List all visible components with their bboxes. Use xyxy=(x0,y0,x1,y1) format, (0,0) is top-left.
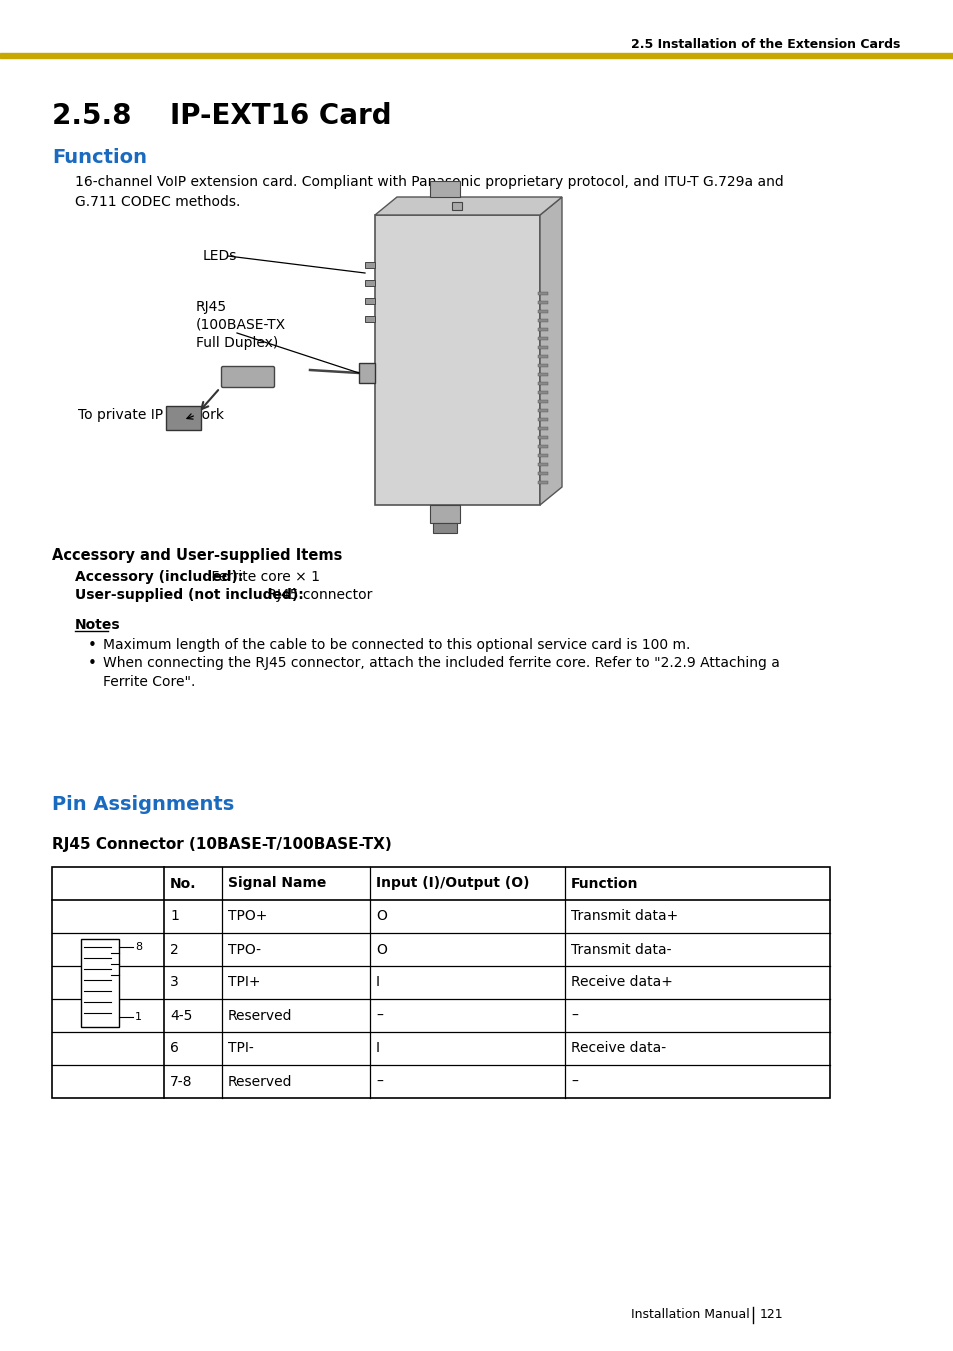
Text: Reserved: Reserved xyxy=(228,1008,293,1023)
Bar xyxy=(537,409,547,412)
Text: Receive data-: Receive data- xyxy=(571,1042,665,1055)
Text: TPI-: TPI- xyxy=(228,1042,253,1055)
Bar xyxy=(537,355,547,358)
Bar xyxy=(537,436,547,439)
Text: 2.5.8    IP-EXT16 Card: 2.5.8 IP-EXT16 Card xyxy=(52,101,392,130)
Text: Accessory and User-supplied Items: Accessory and User-supplied Items xyxy=(52,549,342,563)
Bar xyxy=(537,454,547,457)
Text: To private IP network: To private IP network xyxy=(78,408,224,422)
Bar xyxy=(537,427,547,430)
Bar xyxy=(537,390,547,394)
Bar xyxy=(365,280,375,286)
Text: 2.5 Installation of the Extension Cards: 2.5 Installation of the Extension Cards xyxy=(630,38,899,50)
Text: No.: No. xyxy=(170,877,196,890)
Text: LEDs: LEDs xyxy=(203,249,237,263)
Text: Function: Function xyxy=(52,149,147,168)
Text: RJ45 Connector (10BASE-T/100BASE-TX): RJ45 Connector (10BASE-T/100BASE-TX) xyxy=(52,838,392,852)
Polygon shape xyxy=(375,197,561,215)
Text: TPO+: TPO+ xyxy=(228,909,267,924)
Text: 2: 2 xyxy=(170,943,178,957)
Bar xyxy=(537,400,547,403)
Text: Reserved: Reserved xyxy=(228,1074,293,1089)
Bar xyxy=(365,262,375,267)
Bar xyxy=(430,505,459,523)
Text: 121: 121 xyxy=(760,1309,782,1321)
Text: 8: 8 xyxy=(135,942,142,951)
Bar xyxy=(537,373,547,376)
Text: Installation Manual: Installation Manual xyxy=(631,1309,749,1321)
Text: –: – xyxy=(571,1074,578,1089)
Text: Transmit data-: Transmit data- xyxy=(571,943,671,957)
Bar xyxy=(430,181,459,197)
Text: Transmit data+: Transmit data+ xyxy=(571,909,678,924)
Bar xyxy=(537,481,547,484)
Text: •: • xyxy=(88,638,97,653)
Text: –: – xyxy=(375,1074,382,1089)
Bar xyxy=(52,867,829,1098)
Bar xyxy=(365,299,375,304)
Text: User-supplied (not included):: User-supplied (not included): xyxy=(75,588,303,603)
Text: –: – xyxy=(571,1008,578,1023)
Bar xyxy=(537,292,547,295)
Bar xyxy=(537,471,547,476)
Text: Notes: Notes xyxy=(75,617,120,632)
Text: Receive data+: Receive data+ xyxy=(571,975,672,989)
Text: When connecting the RJ45 connector, attach the included ferrite core. Refer to ": When connecting the RJ45 connector, atta… xyxy=(103,657,779,689)
Text: Ferrite core × 1: Ferrite core × 1 xyxy=(207,570,319,584)
Text: TPO-: TPO- xyxy=(228,943,261,957)
Text: I: I xyxy=(375,975,379,989)
Text: •: • xyxy=(88,657,97,671)
Text: 3: 3 xyxy=(170,975,178,989)
Text: O: O xyxy=(375,943,387,957)
Bar xyxy=(365,316,375,322)
Text: 6: 6 xyxy=(170,1042,178,1055)
Bar xyxy=(375,215,539,505)
Text: 1: 1 xyxy=(170,909,178,924)
Bar xyxy=(537,328,547,331)
Text: 4-5: 4-5 xyxy=(170,1008,193,1023)
Bar xyxy=(537,301,547,304)
Text: RJ45 connector: RJ45 connector xyxy=(263,588,372,603)
Bar xyxy=(0,53,953,58)
Text: O: O xyxy=(375,909,387,924)
Bar xyxy=(537,444,547,449)
Bar xyxy=(537,319,547,322)
Bar xyxy=(537,382,547,385)
Bar xyxy=(433,523,456,534)
Polygon shape xyxy=(539,197,561,505)
Text: I: I xyxy=(375,1042,379,1055)
Bar xyxy=(537,309,547,313)
Bar xyxy=(452,203,461,209)
Text: Accessory (included):: Accessory (included): xyxy=(75,570,243,584)
Text: Maximum length of the cable to be connected to this optional service card is 100: Maximum length of the cable to be connec… xyxy=(103,638,690,653)
Text: Signal Name: Signal Name xyxy=(228,877,326,890)
Text: Input (I)/Output (O): Input (I)/Output (O) xyxy=(375,877,529,890)
Text: 7-8: 7-8 xyxy=(170,1074,193,1089)
Text: 16-channel VoIP extension card. Compliant with Panasonic proprietary protocol, a: 16-channel VoIP extension card. Complian… xyxy=(75,176,783,208)
Bar xyxy=(537,463,547,466)
Bar xyxy=(537,417,547,422)
Text: RJ45
(100BASE-TX
Full Duplex): RJ45 (100BASE-TX Full Duplex) xyxy=(195,300,286,350)
Text: –: – xyxy=(375,1008,382,1023)
Bar xyxy=(537,346,547,349)
Text: Pin Assignments: Pin Assignments xyxy=(52,794,234,815)
Bar xyxy=(358,363,375,382)
Text: TPI+: TPI+ xyxy=(228,975,260,989)
Text: 1: 1 xyxy=(135,1012,142,1021)
Bar xyxy=(166,407,201,430)
Bar xyxy=(537,363,547,367)
Bar xyxy=(537,336,547,340)
Text: Function: Function xyxy=(571,877,638,890)
Bar xyxy=(81,939,119,1027)
FancyBboxPatch shape xyxy=(221,366,274,388)
